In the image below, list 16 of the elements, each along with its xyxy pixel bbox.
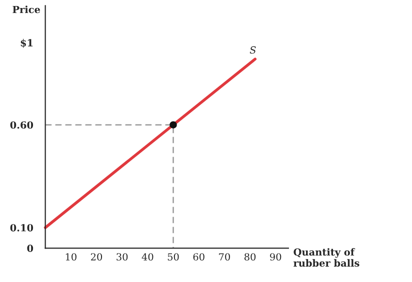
x-tick-label: 10 <box>66 253 76 261</box>
x-axis-title: Quantity of rubber balls <box>294 248 360 267</box>
y-tick-label: 0.60 <box>10 121 34 129</box>
x-tick-label: 20 <box>90 253 102 261</box>
x-tick-label: 40 <box>142 253 154 261</box>
y-tick-label: 0 <box>27 244 34 252</box>
annotation: S <box>250 46 256 54</box>
y-axis-title: Price <box>12 6 40 14</box>
y-tick-label: 0.10 <box>10 224 34 232</box>
x-tick-label: 70 <box>219 253 230 261</box>
x-tick-label: 80 <box>244 253 256 261</box>
x-tick-label: 60 <box>193 253 204 261</box>
x-tick-label: 30 <box>116 253 128 261</box>
x-tick-label: 50 <box>168 253 179 261</box>
x-tick-label: 90 <box>270 253 282 261</box>
y-tick-label: $1 <box>20 38 33 48</box>
